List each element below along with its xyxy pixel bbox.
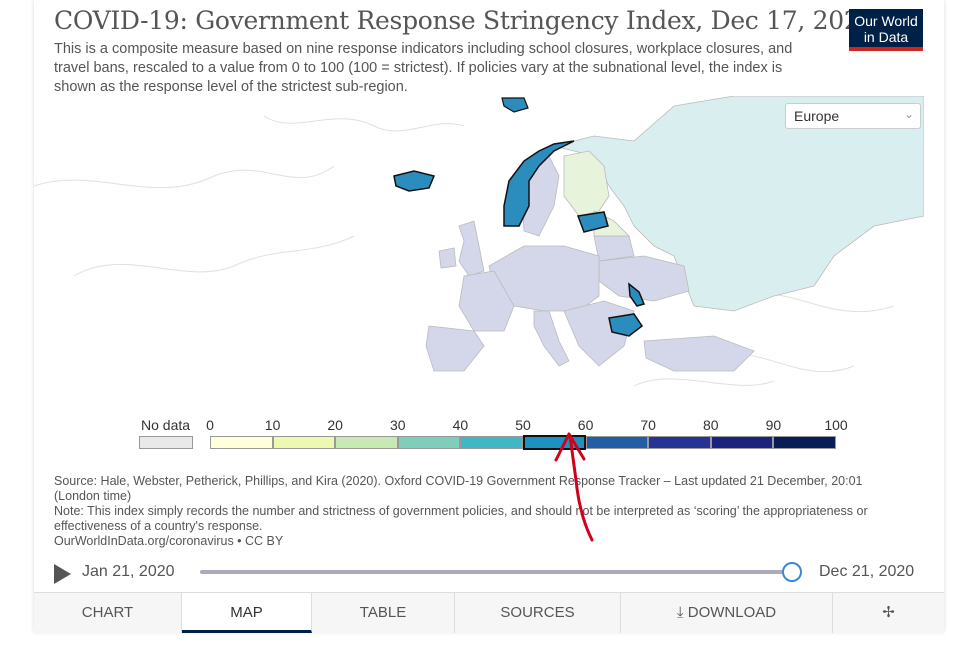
source-line: Source: Hale, Webster, Petherick, Philli… [54, 474, 863, 503]
legend-tick: 80 [703, 417, 719, 433]
finland-region[interactable] [563, 150, 610, 217]
timeline-end[interactable]: Dec 21, 2020 [819, 563, 915, 580]
europe-map[interactable] [34, 96, 924, 411]
legend-tick: 100 [824, 417, 848, 433]
legend-bin[interactable] [335, 436, 398, 449]
legend-tick: 50 [515, 417, 531, 433]
tab-chart[interactable]: CHART [34, 593, 182, 633]
legend-nodata-swatch[interactable] [139, 436, 193, 449]
belarus-region[interactable] [593, 235, 635, 262]
logo-line1: Our World [854, 13, 918, 29]
legend-bin[interactable] [585, 436, 649, 449]
map-legend: No data 0 10 20 30 40 50 60 70 80 90 100 [139, 414, 848, 454]
legend-bin[interactable] [210, 436, 273, 449]
legend-bin[interactable] [773, 436, 836, 449]
uk-region[interactable] [458, 220, 485, 277]
legend-bin[interactable] [710, 436, 774, 449]
timeline-track[interactable] [200, 570, 792, 574]
legend-bin[interactable] [460, 436, 523, 449]
region-select-value: Europe [794, 108, 840, 124]
legend-tick: 20 [327, 417, 343, 433]
chevron-down-icon: ⌄ [903, 107, 914, 121]
tab-map[interactable]: MAP [182, 593, 312, 633]
legend-bin[interactable] [648, 436, 711, 449]
tab-share[interactable]: ✢ [833, 593, 944, 633]
legend-tick: 70 [640, 417, 656, 433]
iberia-region[interactable] [425, 325, 485, 372]
legend-tick: 0 [206, 417, 214, 433]
share-icon: ✢ [882, 604, 895, 621]
bulgaria-region[interactable] [608, 313, 644, 337]
tab-download[interactable]: ⤓ DOWNLOAD [621, 593, 833, 633]
legend-tick: 60 [577, 417, 594, 433]
france-region[interactable] [458, 270, 515, 332]
legend-bin[interactable] [523, 435, 586, 450]
region-select[interactable]: Europe ⌄ [785, 103, 921, 129]
legend-tick: 90 [765, 417, 782, 433]
italy-region[interactable] [533, 310, 570, 367]
legend-bin[interactable] [272, 436, 336, 449]
iceland-region[interactable] [393, 170, 436, 192]
legend-bin[interactable] [397, 436, 461, 449]
svalbard-region[interactable] [501, 97, 529, 113]
chart-subtitle: This is a composite measure based on nin… [54, 41, 793, 95]
ukraine-region[interactable] [598, 255, 690, 302]
timeline-start[interactable]: Jan 21, 2020 [82, 563, 175, 580]
legend-tick: 30 [390, 417, 406, 433]
turkey-region[interactable] [643, 335, 755, 372]
moldova-region[interactable] [628, 282, 646, 307]
russia-region[interactable] [553, 96, 924, 312]
tab-sources[interactable]: SOURCES [455, 593, 621, 633]
play-icon[interactable] [54, 564, 71, 584]
ireland-region[interactable] [438, 247, 457, 269]
norway-region[interactable] [503, 140, 575, 227]
estonia-region[interactable] [576, 211, 609, 233]
map-area[interactable] [34, 96, 924, 411]
download-icon: ⤓ [676, 604, 688, 621]
owid-logo[interactable]: Our World in Data [849, 9, 923, 51]
legend-nodata-label: No data [141, 417, 191, 433]
tab-bar: CHART MAP TABLE SOURCES ⤓ DOWNLOAD ✢ [34, 592, 944, 633]
timeline[interactable]: Jan 21, 2020 Dec 21, 2020 [54, 562, 924, 584]
legend-tick: 40 [452, 417, 469, 433]
timeline-handle[interactable] [782, 562, 802, 582]
logo-line2: in Data [863, 29, 909, 45]
owid-link[interactable]: OurWorldInData.org/coronavirus • CC BY [54, 534, 284, 548]
chart-card: COVID-19: Government Response Stringency… [34, 0, 944, 633]
chart-title: COVID-19: Government Response Stringency… [54, 6, 876, 35]
legend-tick: 10 [264, 417, 281, 433]
note-line: Note: This index simply records the numb… [54, 504, 868, 533]
tab-table[interactable]: TABLE [312, 593, 455, 633]
sources-text: Source: Hale, Webster, Petherick, Philli… [54, 474, 904, 549]
